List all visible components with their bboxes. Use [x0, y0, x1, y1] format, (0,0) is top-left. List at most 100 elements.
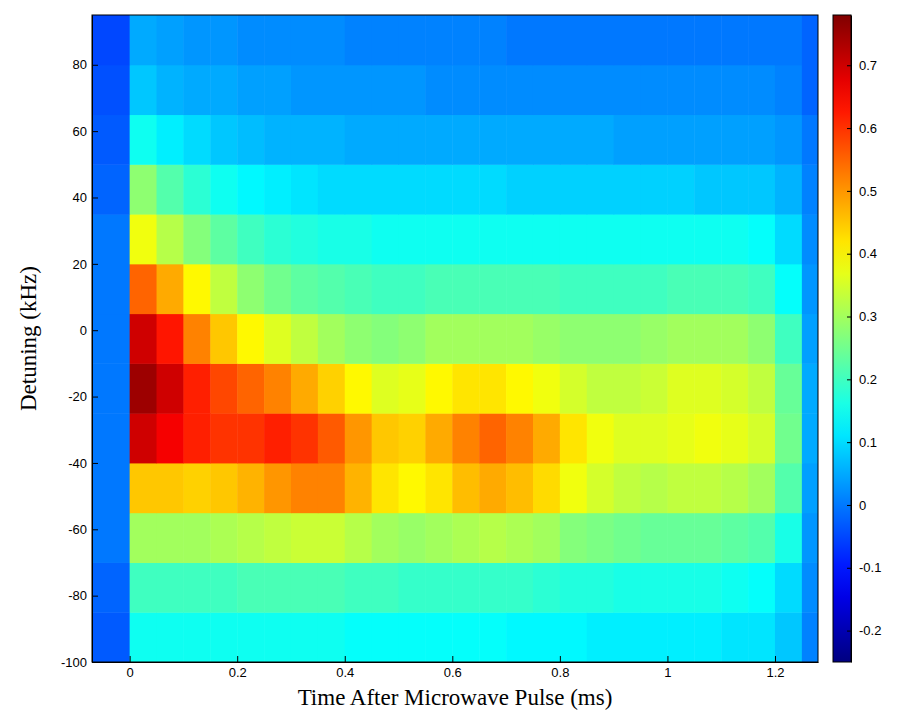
heat-cell — [587, 65, 614, 115]
heat-cell — [641, 15, 668, 65]
heat-cell — [92, 463, 130, 513]
heat-cell — [533, 463, 560, 513]
heat-cell — [479, 214, 506, 264]
tick-label: 0.6 — [444, 665, 462, 680]
heat-cell — [92, 513, 130, 563]
heat-cell — [614, 15, 641, 65]
heat-cell — [130, 612, 157, 662]
heat-cell — [560, 164, 587, 214]
heat-cell — [291, 314, 318, 364]
heat-cell — [130, 513, 157, 563]
heat-cell — [318, 15, 345, 65]
heat-cell — [560, 314, 587, 364]
heat-cell — [587, 513, 614, 563]
heat-cell — [533, 562, 560, 612]
heat-cell — [506, 164, 533, 214]
tick: 0 — [80, 323, 98, 338]
heat-cell — [372, 115, 399, 165]
heat-cell — [667, 513, 694, 563]
heat-cell — [667, 363, 694, 413]
heat-cell — [452, 562, 479, 612]
heat-cell — [92, 214, 130, 264]
heat-cell — [291, 463, 318, 513]
heat-cell — [614, 115, 641, 165]
tick-label: 0.7 — [859, 58, 877, 73]
tick-mark — [130, 656, 131, 662]
heat-cell — [291, 214, 318, 264]
heat-cell — [425, 363, 452, 413]
tick-mark — [92, 596, 98, 597]
x-axis-title: Time After Microwave Pulse (ms) — [298, 685, 613, 710]
tick-label: 1 — [664, 665, 671, 680]
heat-cell — [130, 314, 157, 364]
heat-cell — [372, 164, 399, 214]
heat-cell — [587, 463, 614, 513]
heat-cell — [775, 612, 802, 662]
heat-cell — [291, 562, 318, 612]
heat-cell — [399, 413, 426, 463]
heat-cell — [345, 314, 372, 364]
heat-cell — [587, 314, 614, 364]
y-axis: -100-80-60-40-20020406080 — [61, 16, 98, 670]
tick: 1.2 — [766, 656, 784, 680]
heat-cell — [802, 463, 818, 513]
heat-cell — [721, 115, 748, 165]
tick-label: 0 — [127, 665, 134, 680]
heat-cell — [479, 115, 506, 165]
heat-cell — [157, 15, 184, 65]
heat-cell — [210, 363, 237, 413]
heat-cell — [667, 164, 694, 214]
heat-cell — [372, 214, 399, 264]
heat-cell — [130, 562, 157, 612]
heat-cell — [210, 612, 237, 662]
tick-label: 0.2 — [859, 372, 877, 387]
heat-cell — [130, 214, 157, 264]
heat-cell — [425, 612, 452, 662]
heat-cell — [641, 463, 668, 513]
heat-cell — [641, 562, 668, 612]
heat-cell — [533, 264, 560, 314]
heat-cell — [694, 562, 721, 612]
heat-cell — [533, 314, 560, 364]
heat-cell — [560, 214, 587, 264]
heat-cell — [318, 463, 345, 513]
heat-cell — [399, 65, 426, 115]
heat-cell — [694, 413, 721, 463]
heat-cell — [452, 363, 479, 413]
heat-cell — [694, 214, 721, 264]
tick: 40 — [73, 190, 98, 205]
heat-cell — [560, 65, 587, 115]
heat-cell — [183, 413, 210, 463]
heat-cell — [694, 65, 721, 115]
heat-cell — [345, 612, 372, 662]
heat-cell — [157, 612, 184, 662]
heat-cell — [210, 264, 237, 314]
heat-cell — [425, 463, 452, 513]
tick-mark — [560, 656, 561, 662]
heat-cell — [802, 363, 818, 413]
heat-cell — [721, 214, 748, 264]
heat-cell — [372, 15, 399, 65]
heat-cell — [291, 15, 318, 65]
heat-cell — [318, 562, 345, 612]
tick-mark — [92, 397, 98, 398]
heat-cell — [694, 612, 721, 662]
heat-cell — [372, 65, 399, 115]
tick-label: 40 — [73, 190, 87, 205]
heat-cell — [425, 413, 452, 463]
heat-cell — [694, 363, 721, 413]
heat-cell — [425, 115, 452, 165]
heat-cell — [318, 413, 345, 463]
heat-cell — [506, 314, 533, 364]
heat-cell — [748, 164, 775, 214]
heat-cell — [479, 65, 506, 115]
heat-cell — [372, 264, 399, 314]
heat-cell — [425, 513, 452, 563]
heat-cell — [802, 562, 818, 612]
heat-cell — [479, 15, 506, 65]
heat-cell — [641, 413, 668, 463]
heat-cell — [183, 314, 210, 364]
heat-cell — [479, 612, 506, 662]
heat-cell — [748, 463, 775, 513]
heat-cell — [560, 115, 587, 165]
